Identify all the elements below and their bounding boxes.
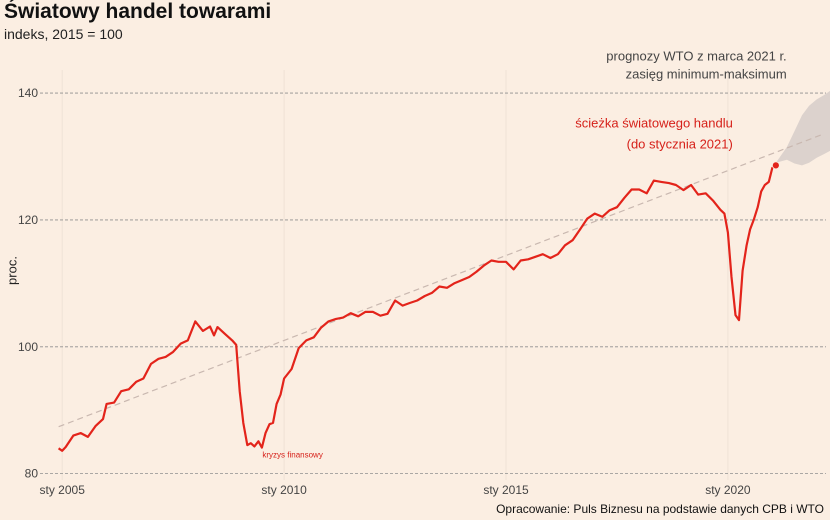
annotation-forecast-line-0: prognozy WTO z marca 2021 r.: [606, 49, 786, 64]
chart-subtitle: indeks, 2015 = 100: [4, 26, 123, 42]
y-tick-label-0: 80: [25, 467, 39, 481]
annotation-path-line-0: ścieżka światowego handlu: [575, 115, 733, 130]
annotation-forecast-line-1: zasięg minimum-maksimum: [626, 67, 787, 82]
trend-line: [58, 134, 822, 428]
series-end-point: [771, 161, 780, 170]
annotation-path-line-1: (do stycznia 2021): [627, 136, 733, 151]
forecast-band: [775, 90, 830, 166]
y-tick-label-1: 100: [18, 340, 38, 354]
x-tick-label-1: sty 2010: [261, 483, 307, 497]
annotation-crisis: kryzys finansowy: [262, 450, 322, 459]
chart-title: Światowy handel towarami: [4, 0, 272, 23]
source-note: Opracowanie: Puls Biznesu na podstawie d…: [496, 502, 824, 516]
x-tick-label-3: sty 2020: [705, 483, 751, 497]
x-tick-label-2: sty 2015: [483, 483, 529, 497]
y-tick-label-2: 120: [18, 213, 38, 227]
series-line: [57, 164, 777, 452]
y-tick-label-3: 140: [18, 86, 38, 100]
x-tick-label-0: sty 2005: [40, 483, 86, 497]
